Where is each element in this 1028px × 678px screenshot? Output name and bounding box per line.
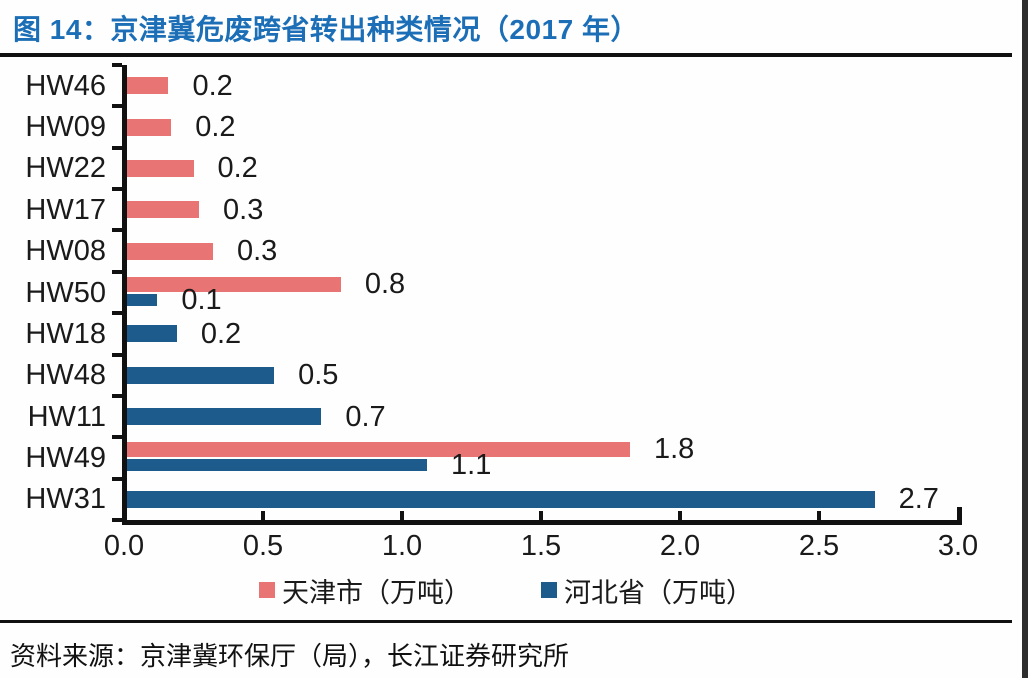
legend-item-tianjin: 天津市（万吨） (259, 571, 471, 610)
category-label-hw09: HW09 (25, 111, 106, 144)
y-axis-tick (112, 63, 122, 67)
category-label-hw50: HW50 (25, 276, 106, 309)
value-label-hw11-hebei: 0.7 (345, 400, 386, 433)
x-tick-label: 0.0 (103, 530, 145, 562)
bar-hw50-hebei (127, 293, 158, 306)
value-label-hw09-tianjin: 0.2 (195, 111, 236, 144)
y-axis-tick (112, 476, 122, 481)
bar-hw49-hebei (127, 458, 428, 471)
y-axis-tick (112, 311, 122, 316)
figure-title: 图 14：京津冀危废跨省转出种类情况（2017 年） (13, 14, 639, 45)
category-label-hw48: HW48 (25, 359, 106, 392)
category-label-hw17: HW17 (25, 193, 106, 226)
x-tick-label: 1.0 (381, 530, 423, 562)
x-tick-label: 0.5 (242, 530, 284, 562)
y-axis-tick (112, 393, 122, 398)
category-label-hw22: HW22 (25, 152, 106, 185)
category-label-hw18: HW18 (25, 317, 106, 350)
x-axis-tick (817, 511, 821, 520)
y-axis (122, 65, 127, 525)
bar-hw11-hebei (127, 408, 322, 426)
source-divider (0, 620, 1012, 623)
value-label-hw22-tianjin: 0.2 (217, 152, 258, 185)
bar-hw31-hebei (127, 490, 875, 508)
x-axis-tick (400, 511, 404, 520)
tianjin-color-swatch (259, 582, 275, 598)
bar-hw46-tianjin (127, 77, 169, 95)
category-label-hw46: HW46 (25, 69, 106, 102)
value-label-hw49-hebei: 1.1 (451, 448, 492, 481)
bar-hw08-tianjin (127, 242, 213, 260)
category-label-hw11: HW11 (27, 400, 106, 433)
y-axis-tick (112, 435, 122, 440)
x-tick-label: 2.0 (659, 530, 701, 562)
x-axis-tick (261, 511, 265, 520)
value-label-hw18-hebei: 0.2 (200, 317, 242, 350)
value-label-hw49-tianjin: 1.8 (653, 433, 695, 466)
x-tick-label: 2.5 (798, 530, 840, 562)
x-tick-label: 3.0 (937, 530, 979, 562)
y-axis-tick (112, 228, 122, 233)
value-label-hw17-tianjin: 0.3 (223, 193, 264, 226)
y-axis-tick (112, 269, 122, 274)
bar-hw09-tianjin (127, 118, 172, 136)
value-label-hw08-tianjin: 0.3 (236, 235, 278, 268)
x-axis (122, 520, 962, 525)
title-divider (0, 53, 1012, 57)
legend-label-tianjin: 天津市（万吨） (282, 577, 471, 608)
bar-hw50-tianjin (127, 276, 341, 292)
hebei-color-swatch (541, 582, 557, 598)
x-tick-label: 1.5 (520, 530, 562, 562)
category-label-hw31: HW31 (25, 483, 106, 516)
value-label-hw48-hebei: 0.5 (298, 359, 339, 392)
x-axis-tick (678, 511, 682, 520)
bar-hw48-hebei (127, 366, 275, 384)
y-axis-tick (112, 104, 122, 109)
category-label-hw08: HW08 (25, 235, 106, 268)
x-axis-end-tick (957, 507, 962, 520)
y-axis-tick (112, 352, 122, 357)
bar-hw49-tianjin (127, 441, 630, 457)
chart-legend: 天津市（万吨） 河北省（万吨） (0, 572, 1012, 608)
y-axis-tick (112, 187, 122, 192)
bar-hw17-tianjin (127, 201, 200, 219)
value-label-hw50-tianjin: 0.8 (364, 268, 406, 300)
value-label-hw50-hebei: 0.1 (181, 283, 222, 316)
value-label-hw31-hebei: 2.7 (898, 483, 939, 516)
legend-label-hebei: 河北省（万吨） (564, 577, 753, 608)
legend-item-hebei: 河北省（万吨） (541, 571, 753, 610)
value-label-hw46-tianjin: 0.2 (192, 69, 233, 102)
source-note: 资料来源：京津冀环保厅（局），长江证券研究所 (10, 641, 570, 671)
bar-hw22-tianjin (127, 159, 194, 177)
y-axis-tick (112, 518, 122, 522)
bar-hw18-hebei (127, 325, 177, 343)
x-axis-tick (539, 511, 543, 520)
category-label-hw49: HW49 (25, 441, 106, 474)
page-right-edge (1022, 0, 1028, 678)
y-axis-tick (112, 145, 122, 150)
